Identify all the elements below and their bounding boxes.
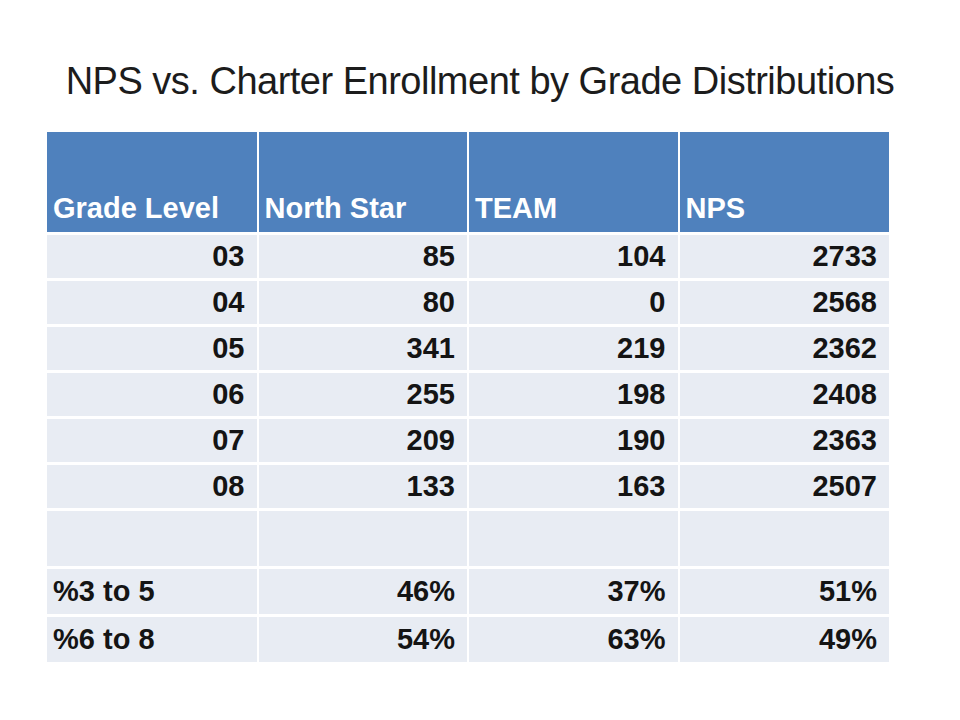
table-cell: 2568 <box>679 280 890 326</box>
table-cell: 03 <box>47 234 258 280</box>
table-cell: 219 <box>468 326 679 372</box>
table-cell: 2363 <box>679 418 890 464</box>
table-cell: 07 <box>47 418 258 464</box>
table-cell: 85 <box>258 234 469 280</box>
table-row <box>47 510 889 568</box>
table-cell: %3 to 5 <box>47 568 258 616</box>
column-header-nps: NPS <box>679 132 890 234</box>
table-cell: 255 <box>258 372 469 418</box>
table-cell <box>468 510 679 568</box>
table-cell <box>258 510 469 568</box>
table-cell: %6 to 8 <box>47 616 258 664</box>
table-row: 048002568 <box>47 280 889 326</box>
table-body: 0385104273304800256805341219236206255198… <box>47 234 889 664</box>
enrollment-table: Grade Level North Star TEAM NPS 03851042… <box>47 132 889 665</box>
slide-title: NPS vs. Charter Enrollment by Grade Dist… <box>0 60 960 103</box>
table-cell: 2362 <box>679 326 890 372</box>
table-cell: 198 <box>468 372 679 418</box>
table-row: 072091902363 <box>47 418 889 464</box>
table-row: 062551982408 <box>47 372 889 418</box>
table-cell: 63% <box>468 616 679 664</box>
column-header-team: TEAM <box>468 132 679 234</box>
table-cell: 2507 <box>679 464 890 510</box>
table-row: %3 to 546%37%51% <box>47 568 889 616</box>
table-cell: 08 <box>47 464 258 510</box>
table-row: 053412192362 <box>47 326 889 372</box>
table-cell: 54% <box>258 616 469 664</box>
table-cell: 46% <box>258 568 469 616</box>
table-row: 03851042733 <box>47 234 889 280</box>
table-cell <box>47 510 258 568</box>
table-row: 081331632507 <box>47 464 889 510</box>
table-header-row: Grade Level North Star TEAM NPS <box>47 132 889 234</box>
table-cell: 2408 <box>679 372 890 418</box>
table-cell: 163 <box>468 464 679 510</box>
table-cell: 05 <box>47 326 258 372</box>
slide: NPS vs. Charter Enrollment by Grade Dist… <box>0 0 960 720</box>
table-cell: 341 <box>258 326 469 372</box>
table-cell: 06 <box>47 372 258 418</box>
table-row: %6 to 854%63%49% <box>47 616 889 664</box>
table-cell: 04 <box>47 280 258 326</box>
table-cell: 2733 <box>679 234 890 280</box>
column-header-grade-level: Grade Level <box>47 132 258 234</box>
table-cell: 104 <box>468 234 679 280</box>
column-header-north-star: North Star <box>258 132 469 234</box>
table-cell: 209 <box>258 418 469 464</box>
table-cell: 190 <box>468 418 679 464</box>
table-cell: 80 <box>258 280 469 326</box>
table-cell: 51% <box>679 568 890 616</box>
table-cell: 0 <box>468 280 679 326</box>
table-cell: 49% <box>679 616 890 664</box>
table-cell: 133 <box>258 464 469 510</box>
table-cell: 37% <box>468 568 679 616</box>
table-cell <box>679 510 890 568</box>
